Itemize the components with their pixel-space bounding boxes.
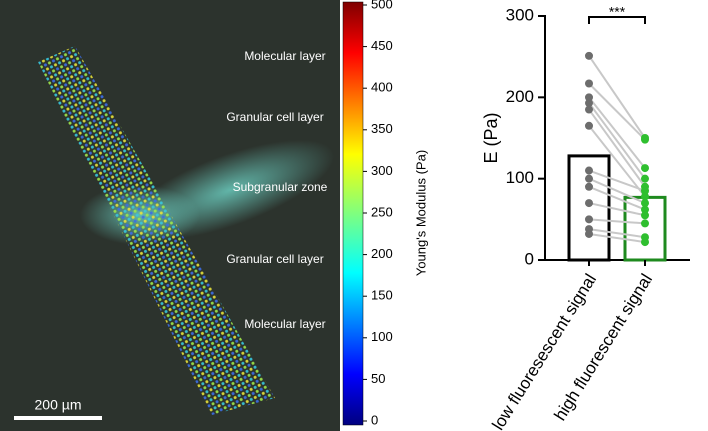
micrograph [0, 0, 340, 431]
y-tick-label: 300 [506, 5, 534, 24]
colorbar-tick-label: 200 [371, 246, 393, 261]
scale-bar-label: 200 µm [35, 397, 82, 413]
pair-line [588, 82, 646, 141]
y-tick-label: 100 [506, 168, 534, 187]
region-label: Granular cell layer [226, 110, 323, 124]
colorbar-tick-label: 250 [371, 204, 393, 219]
data-point [641, 199, 649, 208]
data-point [641, 164, 649, 173]
pair-line [588, 108, 646, 188]
colorbar [342, 1, 364, 426]
colorbar-tick-label: 50 [371, 371, 385, 386]
pair-line [588, 228, 646, 239]
pair-line [588, 185, 646, 211]
pair-line [588, 232, 646, 244]
pair-line [588, 177, 646, 204]
pair-line [588, 169, 646, 192]
y-tick-label: 0 [525, 249, 534, 268]
region-label: Granular cell layer [226, 252, 323, 266]
data-point [641, 135, 649, 144]
data-point [585, 174, 593, 183]
y-axis-label: E (Pa) [481, 112, 501, 163]
data-point [585, 93, 593, 102]
colorbar-tick-label: 400 [371, 80, 393, 95]
region-label: Subgranular zone [233, 180, 328, 194]
data-point [585, 229, 593, 238]
pair-line [588, 102, 646, 180]
pair-line [588, 96, 646, 169]
data-point [585, 215, 593, 224]
pair-line [588, 202, 646, 217]
data-point [585, 105, 593, 114]
data-point [585, 166, 593, 175]
colorbar-tick-label: 450 [371, 38, 393, 53]
data-point [641, 205, 649, 214]
data-point [641, 192, 649, 201]
pair-line [588, 125, 646, 198]
data-point [585, 79, 593, 88]
colorbar-tick-label: 150 [371, 288, 393, 303]
data-point [585, 99, 593, 108]
colorbar-label: Young's Modulus (Pa) [413, 150, 428, 276]
significance-bracket [588, 16, 646, 24]
data-point [641, 219, 649, 228]
colorbar-tick-label: 500 [371, 0, 393, 11]
colorbar-tick-label: 0 [371, 412, 378, 427]
pair-line [588, 218, 646, 225]
colorbar-tick-label: 300 [371, 163, 393, 178]
y-tick-label: 200 [506, 87, 534, 106]
data-point [641, 211, 649, 220]
region-label: Molecular layer [244, 49, 325, 63]
colorbar-tick-label: 350 [371, 121, 393, 136]
data-point [585, 51, 593, 60]
data-point [585, 199, 593, 208]
data-point [641, 174, 649, 183]
significance-label: *** [609, 4, 626, 20]
data-point [641, 186, 649, 195]
data-point [585, 182, 593, 191]
pair-line [588, 55, 646, 139]
region-label: Molecular layer [244, 317, 325, 331]
data-point [641, 238, 649, 247]
data-point [585, 121, 593, 130]
x-tick-label: low fluoresescent signal [488, 270, 600, 431]
x-tick-label: high fluorescent signal [550, 270, 656, 424]
colorbar-tick-label: 100 [371, 329, 393, 344]
